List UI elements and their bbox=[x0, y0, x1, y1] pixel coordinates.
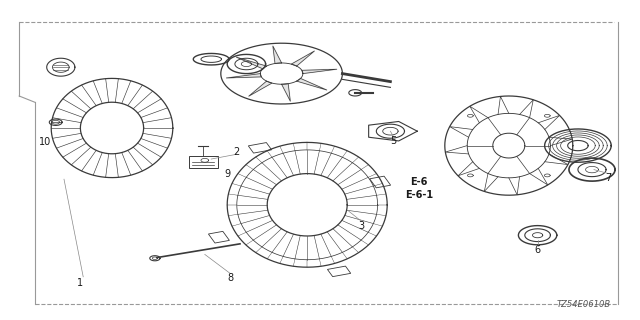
Polygon shape bbox=[236, 57, 266, 69]
Polygon shape bbox=[291, 51, 314, 66]
Bar bbox=[209, 231, 229, 243]
Bar bbox=[248, 143, 271, 153]
Text: 10: 10 bbox=[38, 137, 51, 148]
Text: 7: 7 bbox=[605, 172, 611, 183]
Text: 3: 3 bbox=[358, 220, 365, 231]
Text: 8: 8 bbox=[227, 273, 234, 284]
Text: 5: 5 bbox=[390, 136, 397, 146]
Bar bbox=[370, 176, 390, 188]
Bar bbox=[328, 266, 351, 276]
Polygon shape bbox=[227, 74, 261, 78]
Polygon shape bbox=[302, 69, 337, 74]
Text: E-6-1: E-6-1 bbox=[405, 190, 433, 200]
Polygon shape bbox=[297, 78, 327, 90]
Text: TZ54E0610B: TZ54E0610B bbox=[557, 300, 611, 309]
Text: 2: 2 bbox=[234, 147, 240, 157]
Text: 6: 6 bbox=[534, 244, 541, 255]
Polygon shape bbox=[249, 81, 272, 96]
Text: E-6: E-6 bbox=[410, 177, 428, 188]
Polygon shape bbox=[282, 84, 291, 101]
Text: 9: 9 bbox=[224, 169, 230, 180]
Text: 1: 1 bbox=[77, 278, 83, 288]
Polygon shape bbox=[273, 46, 282, 63]
